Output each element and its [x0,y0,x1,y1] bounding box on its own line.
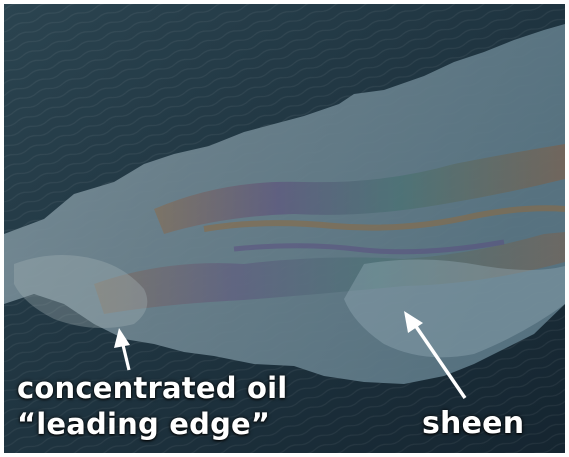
photo-illustration [4,4,565,453]
purple-streak [233,239,505,255]
light-sheen-patch [344,259,565,358]
oil-slick-photo [4,4,565,453]
label-sheen: sheen [422,406,525,441]
brown-streak [203,205,565,232]
iridescent-band-upper [154,144,565,234]
leading-edge-patch [14,255,148,328]
label-concentrated-oil: concentrated oil [17,371,288,405]
iridescent-band-lower [94,232,565,314]
label-leading-edge: “leading edge” [17,407,271,441]
